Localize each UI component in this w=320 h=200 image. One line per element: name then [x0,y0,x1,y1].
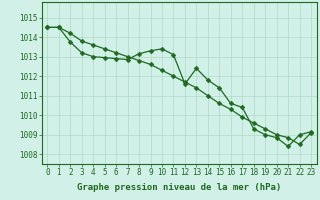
X-axis label: Graphe pression niveau de la mer (hPa): Graphe pression niveau de la mer (hPa) [77,183,281,192]
